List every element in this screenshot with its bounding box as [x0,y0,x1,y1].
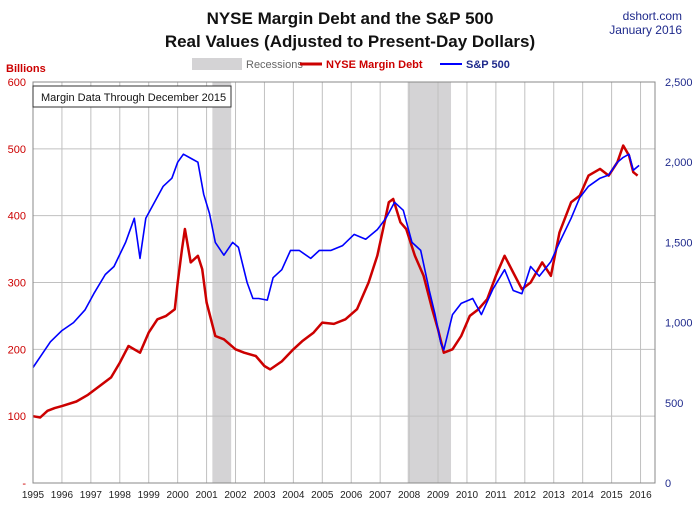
y-right-tick-label: 0 [665,478,671,490]
x-tick-label: 2009 [427,490,450,501]
legend-sp500-label: S&P 500 [466,59,510,71]
x-tick-label: 1997 [80,490,103,501]
chart-title: NYSE Margin Debt and the S&P 500 [207,9,494,28]
x-tick-label: 2008 [398,490,421,501]
plot-frame [32,81,656,484]
annotation-box: Margin Data Through December 2015 [32,85,232,108]
y-right-tick-label: 2,500 [665,77,693,89]
date-label: January 2016 [609,23,682,37]
x-tick-label: 2014 [572,490,595,501]
y-right-tick-label: 500 [665,398,683,410]
x-tick-label: 1996 [51,490,74,501]
x-tick-label: 2007 [369,490,392,501]
y-left-tick-label: 600 [8,77,26,89]
chart-subtitle: Real Values (Adjusted to Present-Day Dol… [165,32,535,51]
y-left-tick-label: 300 [8,278,26,290]
y-right-tick-label: 1,000 [665,318,693,330]
grid-layer [33,82,655,483]
x-tick-label: 2006 [340,490,363,501]
x-tick-label: 1998 [109,490,132,501]
axis-layer: - 100 200 300 400 500 600 0 500 1,000 1,500 2,000 2,… [8,77,693,501]
x-tick-label: 2001 [195,490,218,501]
legend-recession-label: Recessions [246,59,303,71]
x-tick-label: 1995 [22,490,45,501]
annotation-text: Margin Data Through December 2015 [41,92,226,104]
y-left-tick-label: - [22,478,26,490]
x-tick-label: 2002 [224,490,247,501]
y-left-tick-label: 400 [8,211,26,223]
y-left-tick-label: 500 [8,144,26,156]
margin-debt-line [32,144,639,419]
x-tick-label: 1999 [138,490,161,501]
x-tick-label: 2005 [311,490,334,501]
x-tick-label: 2003 [253,490,276,501]
y-right-tick-label: 1,500 [665,237,693,249]
legend-recession-swatch [192,58,242,70]
x-tick-label: 2010 [456,490,479,501]
x-tick-label: 2012 [514,490,537,501]
y-right-tick-label: 2,000 [665,157,693,169]
annotation-box-border [32,85,232,108]
source-label: dshort.com [623,9,682,23]
x-tick-label: 2011 [485,490,507,501]
y-left-tick-label: 200 [8,344,26,356]
x-tick-label: 2015 [600,490,623,501]
x-tick-label: 2004 [282,490,305,501]
legend-margin-label: NYSE Margin Debt [326,59,423,71]
x-tick-label: 2016 [629,490,652,501]
x-tick-label: 2000 [167,490,190,501]
x-tick-label: 2013 [543,490,566,501]
series-layer [32,144,640,419]
legend: Recessions NYSE Margin Debt S&P 500 [192,58,510,71]
left-axis-unit-label: Billions [6,63,46,75]
sp500-line [32,153,640,368]
y-left-tick-label: 100 [8,411,26,423]
